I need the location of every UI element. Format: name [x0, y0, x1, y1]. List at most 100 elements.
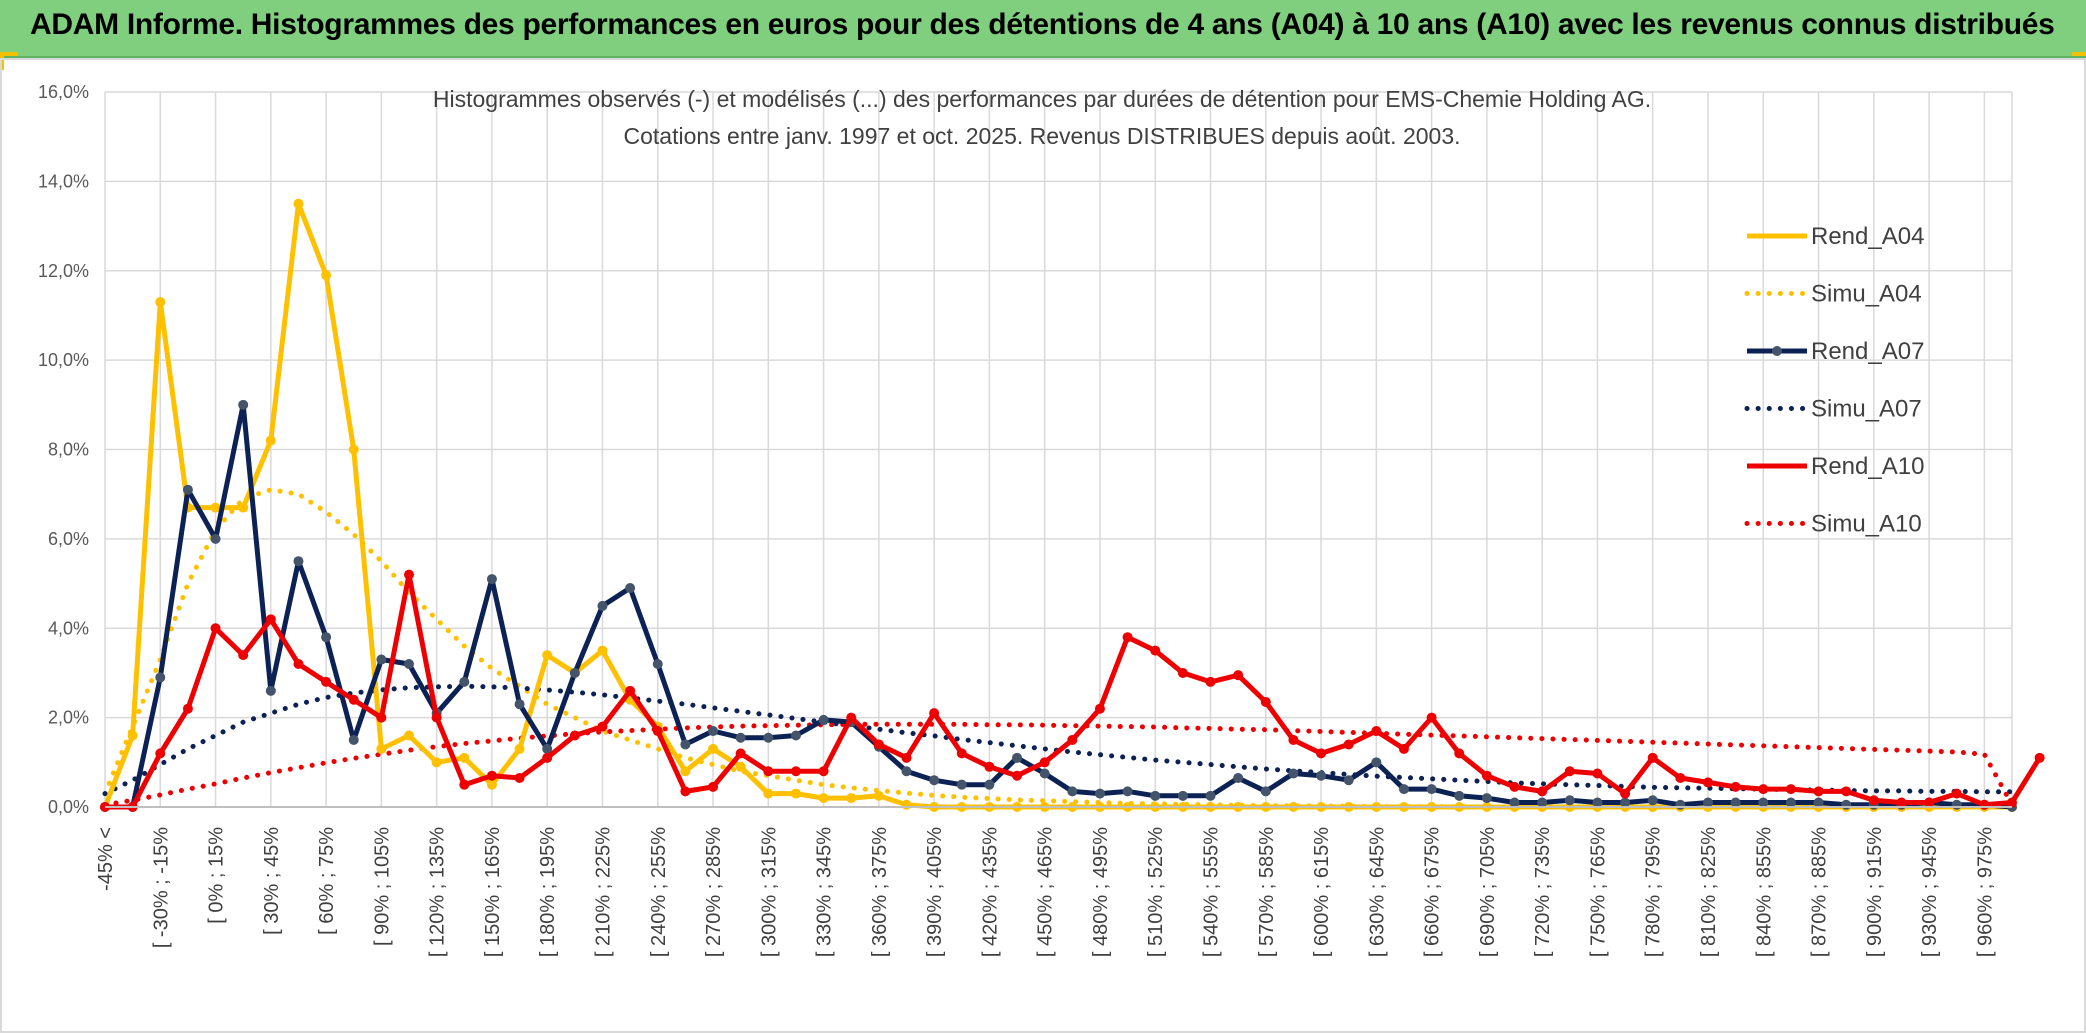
- x-tick-label: [ 930% ; 945%: [1919, 827, 1941, 957]
- data-point: [1813, 797, 1824, 808]
- performance-histogram-chart: 0,0% 2,0% 4,0% 6,0% 8,0% 10,0% 12,0% 14,0% 16,0%…: [38, 82, 2045, 957]
- legend-label: Simu_A10: [1811, 511, 1922, 538]
- series-Rend_A07: [100, 399, 2017, 812]
- data-point: [790, 766, 801, 777]
- x-tick-label: [ 270% ; 285%: [703, 827, 725, 957]
- data-point: [1233, 670, 1244, 681]
- data-point: [1509, 797, 1520, 808]
- data-point: [1951, 788, 1962, 799]
- y-tick-label: 16,0%: [38, 82, 89, 102]
- data-point: [1592, 797, 1603, 808]
- series-layer: [100, 198, 2045, 812]
- data-point: [1150, 790, 1161, 801]
- x-tick-label: [ 840% ; 855%: [1753, 827, 1775, 957]
- data-point: [1039, 768, 1050, 779]
- x-tick-label: [ 60% ; 75%: [316, 827, 338, 935]
- data-point: [1177, 790, 1188, 801]
- data-point: [1177, 667, 1188, 678]
- data-point: [1122, 786, 1133, 797]
- data-point: [404, 659, 415, 669]
- data-point: [1537, 786, 1548, 797]
- data-point: [293, 659, 304, 669]
- data-point: [1841, 799, 1852, 810]
- data-point: [1647, 752, 1658, 763]
- x-tick-label: [ 450% ; 465%: [1035, 827, 1057, 957]
- data-point: [984, 761, 995, 772]
- data-point: [708, 726, 719, 737]
- legend-label: Rend_A07: [1811, 338, 1924, 365]
- banner-title: ADAM Informe. Histogrammes des performan…: [30, 8, 2055, 41]
- data-point: [1094, 703, 1105, 714]
- data-point: [1150, 645, 1161, 656]
- legend-label: Rend_A04: [1811, 223, 1924, 250]
- data-point: [763, 732, 774, 743]
- data-point: [1205, 790, 1216, 801]
- data-point: [1426, 712, 1437, 723]
- data-point: [1813, 786, 1824, 797]
- x-tick-label: [ 120% ; 135%: [427, 827, 449, 957]
- x-tick-label: [ 300% ; 315%: [758, 827, 780, 957]
- x-tick-label: [ 90% ; 105%: [371, 827, 393, 946]
- series-line-Simu_A10: [102, 721, 2015, 808]
- y-tick-label: 12,0%: [38, 261, 89, 281]
- data-point: [1675, 772, 1686, 783]
- data-point: [1924, 797, 1935, 808]
- x-tick-label: [ 570% ; 585%: [1256, 827, 1278, 957]
- x-tick-label: [ 600% ; 615%: [1311, 827, 1333, 957]
- data-point: [293, 556, 304, 567]
- x-tick-label: [ 210% ; 225%: [592, 827, 614, 957]
- x-tick-label: [ 30% ; 45%: [261, 827, 283, 935]
- data-point: [680, 786, 691, 797]
- x-tick-label: [ 660% ; 675%: [1422, 827, 1444, 957]
- data-point: [735, 748, 746, 759]
- data-point: [293, 198, 304, 209]
- data-point: [1481, 770, 1492, 781]
- data-point: [514, 699, 525, 710]
- data-point: [735, 761, 746, 772]
- data-point: [1454, 790, 1465, 801]
- data-point: [929, 708, 940, 719]
- series-Simu_A04: [102, 487, 2015, 810]
- data-point: [1371, 726, 1382, 737]
- data-point: [818, 793, 829, 804]
- legend-entry-Simu_A07: Simu_A07: [1744, 396, 1922, 423]
- data-point: [1067, 734, 1078, 745]
- legend-marker: [1772, 346, 1782, 356]
- data-point: [1316, 748, 1327, 759]
- y-tick-label: 4,0%: [48, 618, 89, 638]
- data-point: [1454, 748, 1465, 759]
- x-tick-label: [ 390% ; 405%: [924, 827, 946, 957]
- chart-title-line-2: Cotations entre janv. 1997 et oct. 2025.…: [623, 123, 1460, 149]
- data-point: [708, 743, 719, 754]
- data-point: [1564, 766, 1575, 777]
- x-tick-label: [ 180% ; 195%: [537, 827, 559, 957]
- data-point: [1620, 797, 1631, 808]
- data-point: [1371, 757, 1382, 768]
- data-point: [1122, 632, 1133, 643]
- data-point: [625, 685, 636, 696]
- data-point: [1233, 772, 1244, 783]
- data-point: [597, 721, 608, 732]
- data-point: [1012, 770, 1023, 781]
- data-point: [1537, 797, 1548, 808]
- x-tick-label: [ 240% ; 255%: [648, 827, 670, 957]
- data-point: [763, 788, 774, 799]
- x-tick-label: [ 150% ; 165%: [482, 827, 504, 957]
- data-point: [155, 297, 166, 308]
- data-point: [1288, 768, 1299, 779]
- chart-title-line-1: Histogrammes observés (-) et modélisés (…: [433, 86, 1651, 112]
- legend-entry-Simu_A10: Simu_A10: [1744, 511, 1922, 538]
- data-point: [929, 775, 940, 786]
- legend-label: Simu_A07: [1811, 396, 1922, 423]
- data-point: [846, 712, 857, 723]
- data-point: [210, 623, 221, 634]
- y-tick-label: 6,0%: [48, 529, 89, 549]
- data-point: [652, 726, 663, 737]
- data-point: [265, 435, 276, 446]
- data-point: [652, 659, 663, 669]
- data-point: [1730, 797, 1741, 808]
- series-line-Rend_A07: [105, 402, 2013, 810]
- data-point: [1012, 752, 1023, 763]
- x-tick-label: [ 870% ; 885%: [1809, 827, 1831, 957]
- data-point: [901, 766, 912, 777]
